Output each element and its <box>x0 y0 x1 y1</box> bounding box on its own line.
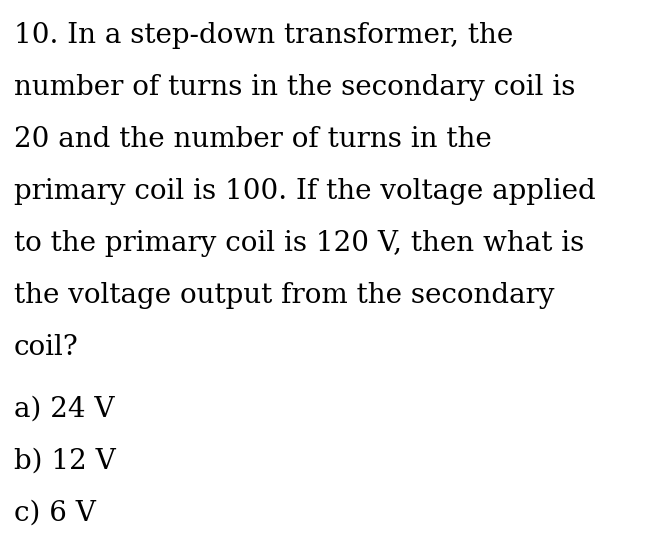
Text: primary coil is 100. If the voltage applied: primary coil is 100. If the voltage appl… <box>14 178 596 205</box>
Text: a) 24 V: a) 24 V <box>14 396 114 423</box>
Text: to the primary coil is 120 V, then what is: to the primary coil is 120 V, then what … <box>14 230 584 257</box>
Text: coil?: coil? <box>14 334 79 361</box>
Text: c) 6 V: c) 6 V <box>14 500 96 527</box>
Text: the voltage output from the secondary: the voltage output from the secondary <box>14 282 555 309</box>
Text: number of turns in the secondary coil is: number of turns in the secondary coil is <box>14 74 576 101</box>
Text: b) 12 V: b) 12 V <box>14 448 116 475</box>
Text: 10. In a step-down transformer, the: 10. In a step-down transformer, the <box>14 22 513 49</box>
Text: 20 and the number of turns in the: 20 and the number of turns in the <box>14 126 491 153</box>
